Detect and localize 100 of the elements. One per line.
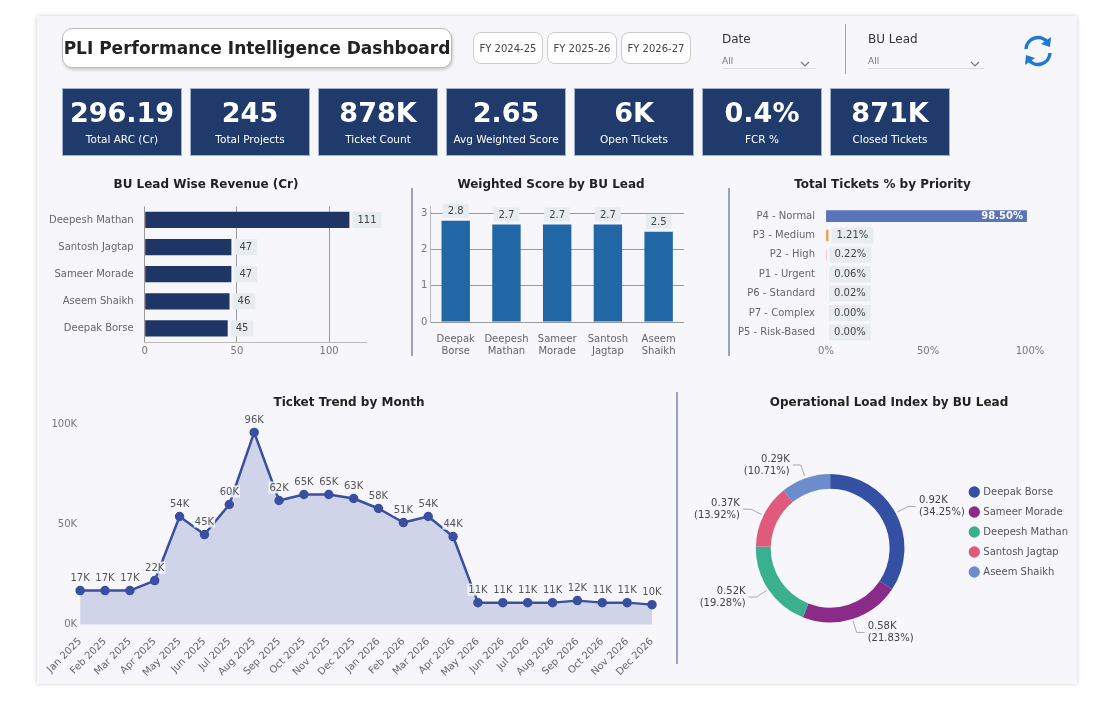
- data-label: 11K: [468, 584, 489, 596]
- data-label: 11K: [542, 584, 563, 596]
- data-label: 60K: [219, 486, 240, 498]
- text: All: [722, 56, 816, 69]
- text: BU Lead: [868, 32, 918, 46]
- data-label: 2.7: [549, 209, 566, 221]
- data-label: 44K: [443, 518, 464, 530]
- y-tick-label: Deepak Borse: [63, 322, 134, 334]
- text: 6K: [614, 97, 654, 128]
- legend-label: Deepesh Mathan: [983, 525, 1069, 537]
- data-label: 0.52K (19.28%): [699, 584, 747, 608]
- y-tick-label: P3 - Medium: [752, 229, 816, 241]
- y-tick-label: 0: [420, 315, 428, 327]
- y-tick-label: Deepesh Mathan: [48, 213, 134, 225]
- data-label: 0.06%: [834, 267, 866, 279]
- text: FY 2025-26: [547, 32, 617, 64]
- data-label: 17K: [95, 572, 116, 584]
- data-label: 0.58K (21.83%): [867, 620, 914, 644]
- data-label: 1.21%: [836, 229, 869, 241]
- chart-title: Total Tickets % by Priority: [794, 177, 972, 192]
- data-label: 98.50%: [981, 209, 1023, 221]
- legend-label: Santosh Jagtap: [983, 545, 1059, 557]
- category-label: Total Projects: [214, 133, 286, 145]
- legend-label: Sameer Morade: [983, 505, 1063, 517]
- text: FY 2026-27: [621, 32, 691, 64]
- text: 2.65: [472, 97, 540, 128]
- x-tick-label: 100: [319, 344, 339, 356]
- text: PLI Performance Intelligence Dashboard: [62, 28, 452, 68]
- x-tick-label: Santosh Jagtap: [587, 332, 629, 356]
- data-label: 0.29K (10.71%): [743, 452, 791, 476]
- data-label: 22K: [145, 562, 165, 574]
- x-tick-label: Aseem Shaikh: [641, 332, 676, 356]
- chart-title: Operational Load Index by BU Lead: [769, 395, 1009, 410]
- chart-title: Ticket Trend by Month: [273, 395, 425, 410]
- data-label: 0.92K (34.25%): [918, 494, 965, 518]
- category-label: FCR %: [744, 133, 780, 145]
- y-tick-label: P2 - High: [769, 248, 816, 260]
- y-tick-label: Sameer Morade: [54, 267, 134, 279]
- y-tick-label: 2: [420, 243, 428, 255]
- y-tick-label: P1 - Urgent: [758, 267, 816, 279]
- data-label: 0.00%: [834, 306, 866, 318]
- text: 871K: [851, 97, 929, 128]
- y-tick-label: Aseem Shaikh: [62, 294, 134, 306]
- data-label: 11K: [592, 584, 613, 596]
- data-label: 2.8: [447, 205, 464, 217]
- data-label: 11K: [518, 584, 538, 596]
- chart-title: BU Lead Wise Revenue (Cr): [113, 177, 299, 192]
- data-label: 2.5: [650, 216, 667, 228]
- data-label: 51K: [393, 504, 414, 516]
- chart-title: Weighted Score by BU Lead: [457, 177, 645, 192]
- x-tick-label: 50%: [916, 344, 940, 356]
- x-tick-label: 0: [141, 344, 148, 356]
- data-label: 11K: [493, 584, 513, 596]
- x-tick-label: Sameer Morade: [537, 332, 578, 356]
- data-label: 63K: [343, 480, 364, 492]
- x-tick-label: 50: [230, 344, 244, 356]
- legend-label: Deepak Borse: [983, 485, 1054, 497]
- y-tick-label: 0K: [64, 618, 78, 630]
- y-tick-label: 3: [420, 207, 428, 219]
- text: 0.4%: [724, 97, 800, 128]
- text: 296.19: [69, 97, 175, 128]
- data-label: 45K: [194, 516, 215, 528]
- y-tick-label: 50K: [57, 518, 78, 530]
- x-tick-label: Deepak Borse: [436, 332, 476, 356]
- data-label: 17K: [70, 572, 91, 584]
- text: 245: [221, 97, 279, 128]
- data-label: 47: [239, 267, 253, 279]
- data-label: 47: [239, 240, 253, 252]
- data-label: 17K: [120, 572, 140, 584]
- data-label: 62K: [269, 482, 290, 494]
- data-label: 12K: [567, 582, 588, 594]
- legend-label: Aseem Shaikh: [983, 565, 1055, 577]
- data-label: 0.02%: [834, 287, 866, 299]
- category-label: Total ARC (Cr): [84, 133, 160, 145]
- data-label: 96K: [244, 414, 265, 425]
- data-label: 0.00%: [834, 325, 866, 337]
- data-label: 54K: [418, 498, 439, 510]
- data-label: 11K: [617, 584, 638, 596]
- y-tick-label: 100K: [51, 417, 78, 429]
- y-tick-label: P6 - Standard: [747, 287, 816, 299]
- data-label: 54K: [169, 498, 190, 510]
- data-label: 2.7: [599, 209, 616, 221]
- y-tick-label: P4 - Normal: [756, 209, 816, 221]
- text: Date: [722, 32, 751, 46]
- data-label: 2.7: [498, 209, 515, 221]
- y-tick-label: 1: [420, 279, 428, 291]
- data-label: 45: [235, 322, 249, 334]
- data-label: 58K: [368, 490, 389, 502]
- x-tick-label: Deepesh Mathan: [484, 332, 529, 356]
- text: 878K: [339, 97, 417, 128]
- data-label: 65K: [319, 476, 339, 488]
- data-label: 111: [357, 213, 377, 225]
- text: All: [868, 56, 984, 69]
- category-label: Closed Tickets: [851, 133, 929, 145]
- data-label: 65K: [294, 476, 314, 488]
- category-label: Ticket Count: [344, 133, 412, 145]
- category-label: Avg Weighted Score: [452, 133, 560, 145]
- data-label: 10K: [642, 586, 663, 598]
- data-label: 46: [237, 294, 251, 306]
- y-tick-label: Santosh Jagtap: [58, 240, 134, 252]
